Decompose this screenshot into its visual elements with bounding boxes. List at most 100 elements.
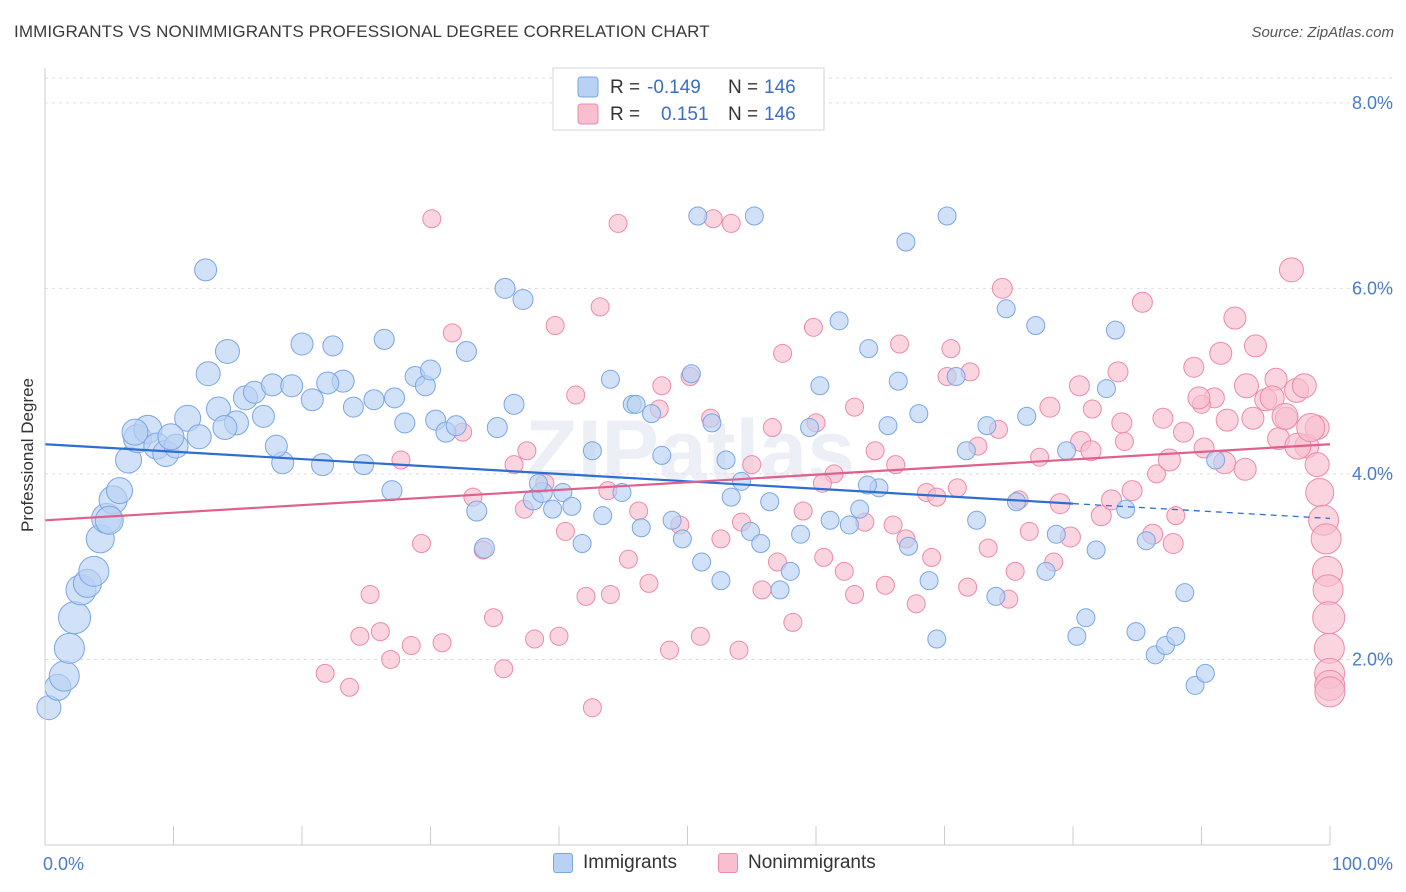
- immigrants-point-65: [642, 404, 662, 424]
- nonimmigrants-point-57: [906, 594, 926, 614]
- immigrants-point-68: [672, 529, 692, 549]
- nonimmigrants-point-43: [762, 418, 782, 438]
- nonimmigrants-point-77: [1111, 412, 1133, 434]
- immigrants-point-83: [820, 510, 840, 530]
- immigrants-point-127: [94, 505, 124, 535]
- nonimmigrants-point-50: [834, 561, 854, 581]
- immigrants-point-136: [896, 232, 916, 252]
- nonimmigrants-point-116: [1215, 408, 1239, 432]
- immigrants-point-60: [593, 506, 613, 526]
- immigrants-point-46: [455, 340, 477, 362]
- nonimmigrants-point-47: [803, 317, 823, 337]
- nonimmigrants-point-133: [1271, 402, 1299, 430]
- immigrants-point-74: [731, 471, 751, 491]
- immigrants-point-106: [1046, 524, 1066, 544]
- immigrants-point-52: [512, 289, 534, 311]
- nonimmigrants-point-17: [504, 455, 524, 475]
- nonimmigrants-point-54: [875, 575, 895, 595]
- immigrants-point-40: [394, 412, 416, 434]
- immigrants-point-45: [445, 415, 467, 437]
- immigrants-point-27: [260, 373, 284, 397]
- nonimmigrants-point-68: [1019, 521, 1039, 541]
- nonimmigrants-point-28: [608, 213, 628, 233]
- nonimmigrants-point-0: [315, 663, 335, 683]
- nonimmigrants-point-82: [1162, 532, 1184, 554]
- immigrants-point-73: [721, 487, 741, 507]
- watermark: ZIPatlas: [525, 403, 855, 499]
- chart-title: IMMIGRANTS VS NONIMMIGRANTS PROFESSIONAL…: [14, 22, 710, 41]
- immigrants-point-80: [791, 524, 811, 544]
- immigrants-point-135: [857, 475, 877, 495]
- nonimmigrants-swatch: [577, 103, 599, 125]
- nonimmigrants-point-21: [545, 315, 565, 335]
- immigrants-point-76: [751, 533, 771, 553]
- immigrants-point-3: [53, 632, 85, 664]
- immigrants-point-107: [1057, 441, 1077, 461]
- bottom-legend: Immigrants Nonimmigrants: [0, 850, 1406, 880]
- nonimmigrants-point-131: [1233, 373, 1259, 399]
- legend-n-value-1: 146: [764, 77, 796, 98]
- nonimmigrants-point-51: [845, 397, 865, 417]
- legend-item-nonimmigrants: Nonimmigrants: [718, 852, 876, 874]
- immigrants-points: [36, 106, 1226, 721]
- nonimmigrants-point-130: [1209, 341, 1233, 365]
- nonimmigrants-point-8: [412, 533, 432, 553]
- nonimmigrants-point-75: [1090, 505, 1112, 527]
- immigrants-point-137: [420, 359, 441, 381]
- nonimmigrants-point-78: [1121, 480, 1143, 502]
- immigrants-point-48: [473, 537, 495, 559]
- nonimmigrants-point-127: [1107, 361, 1129, 383]
- immigrants-swatch: [577, 76, 599, 98]
- nonimmigrants-point-105: [845, 585, 865, 605]
- immigrants-point-108: [1067, 626, 1087, 646]
- immigrants-point-109: [1076, 608, 1096, 628]
- nonimmigrants-point-129: [1187, 386, 1211, 410]
- immigrants-point-36: [353, 454, 375, 476]
- nonimmigrants-point-103: [767, 552, 787, 572]
- immigrants-point-26: [251, 404, 275, 428]
- nonimmigrants-point-113: [1147, 464, 1167, 484]
- nonimmigrants-point-44: [773, 343, 793, 363]
- immigrants-point-129: [157, 423, 185, 451]
- immigrants-point-91: [899, 536, 919, 556]
- immigrants-point-95: [937, 206, 957, 226]
- legend-label-immigrants: Immigrants: [583, 852, 677, 873]
- nonimmigrants-point-7: [401, 636, 421, 656]
- immigrants-point-111: [1096, 379, 1116, 399]
- y-axis-label: Professional Degree: [18, 378, 37, 532]
- nonimmigrants-point-90: [1243, 334, 1267, 358]
- immigrants-point-71: [702, 413, 722, 433]
- legend-swatch-nonimmigrants: [718, 853, 738, 873]
- nonimmigrants-point-97: [517, 441, 537, 461]
- immigrants-point-138: [316, 371, 340, 395]
- legend-r-label-1: R =: [610, 77, 640, 98]
- immigrants-point-94: [927, 629, 947, 649]
- legend-r-label-2: R =: [610, 104, 640, 125]
- nonimmigrants-point-83: [1173, 421, 1195, 443]
- immigrants-point-128: [121, 418, 149, 446]
- immigrants-point-20: [195, 361, 221, 387]
- nonimmigrants-point-138: [1310, 523, 1342, 555]
- nonimmigrants-point-38: [711, 529, 731, 549]
- y-tick-label-2: 6.0%: [1352, 278, 1393, 298]
- immigrants-point-104: [1026, 315, 1046, 335]
- immigrants-point-4: [58, 601, 92, 635]
- nonimmigrants-point-64: [978, 538, 998, 558]
- immigrants-point-29: [280, 374, 304, 398]
- nonimmigrants-point-29: [618, 549, 638, 569]
- immigrants-point-30: [290, 332, 314, 356]
- nonimmigrants-point-31: [639, 573, 659, 593]
- nonimmigrants-point-101: [703, 209, 723, 229]
- immigrants-point-121: [1195, 663, 1215, 683]
- immigrants-point-39: [384, 387, 406, 409]
- immigrants-point-79: [780, 561, 800, 581]
- immigrants-point-119: [1175, 583, 1195, 603]
- nonimmigrants-point-136: [1305, 477, 1335, 507]
- immigrants-point-132: [528, 473, 548, 493]
- immigrants-point-130: [264, 434, 288, 458]
- immigrants-point-86: [850, 499, 870, 519]
- immigrants-point-98: [967, 510, 987, 530]
- immigrants-point-82: [810, 376, 830, 396]
- nonimmigrants-point-79: [1131, 291, 1153, 313]
- y-tick-label-1: 4.0%: [1352, 464, 1393, 484]
